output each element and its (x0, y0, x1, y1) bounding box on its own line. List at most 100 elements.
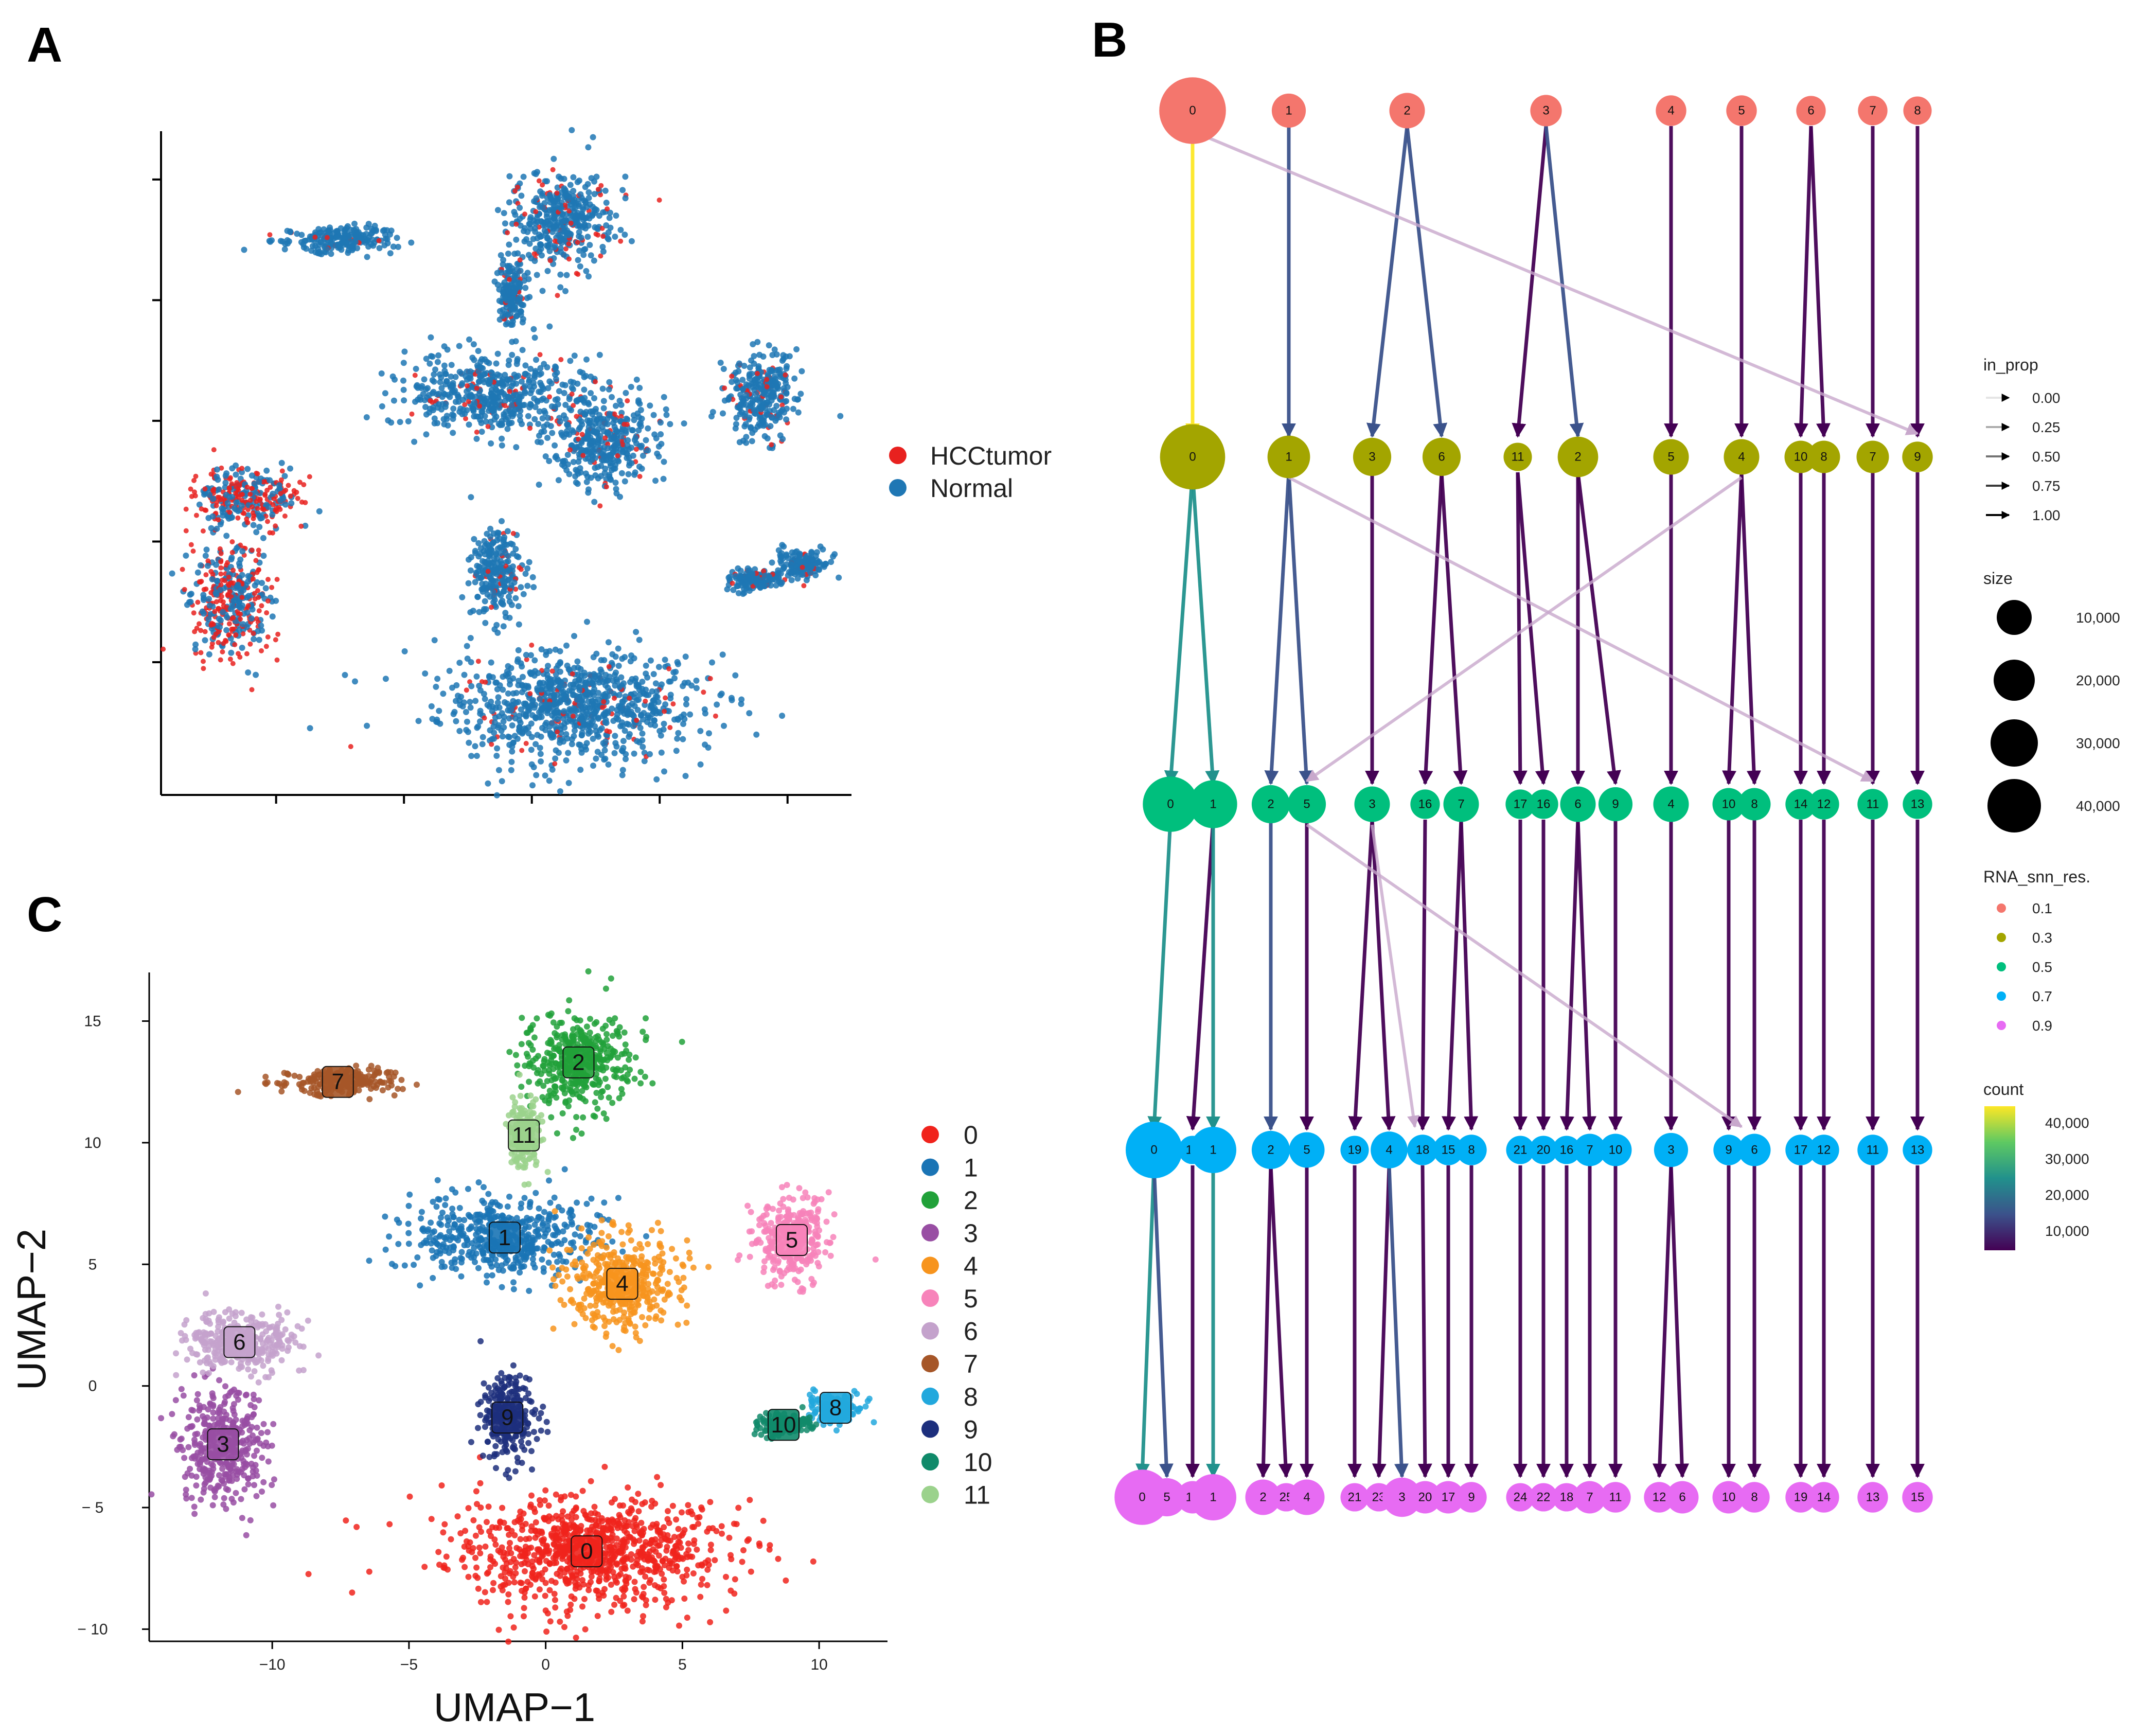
point (193, 512, 199, 518)
point (480, 734, 486, 740)
point (791, 375, 798, 382)
point (183, 506, 189, 512)
point (594, 431, 600, 437)
tree-node-label: 11 (1512, 450, 1524, 464)
panel-letter-a: A (27, 17, 62, 73)
point (552, 203, 558, 209)
tree-node-label: 7 (1586, 1491, 1593, 1504)
point (384, 227, 390, 234)
point (513, 374, 520, 380)
point (226, 574, 232, 580)
point (723, 1573, 729, 1580)
point (551, 244, 558, 251)
point (505, 1599, 511, 1605)
point (522, 390, 528, 397)
point (430, 404, 436, 411)
point (441, 367, 448, 374)
point (428, 703, 435, 710)
point (756, 421, 762, 428)
point (546, 777, 553, 784)
point (216, 640, 221, 645)
tree-node-label: 7 (1458, 798, 1464, 811)
point (515, 184, 520, 190)
point (552, 710, 559, 716)
point (208, 590, 214, 595)
point (535, 421, 542, 427)
point (478, 429, 485, 435)
point (623, 415, 630, 422)
point (495, 420, 502, 427)
point (547, 681, 554, 688)
legend-size-circle (1991, 719, 2038, 767)
point (484, 702, 491, 708)
legend-size-circle (1994, 660, 2035, 701)
tree-edge (1152, 1165, 1174, 1478)
point (436, 391, 442, 397)
point (489, 567, 496, 574)
point (735, 368, 742, 375)
point (348, 744, 353, 749)
point (254, 499, 259, 504)
panel-a-umap: HCCtumor Normal (152, 127, 1052, 804)
point (301, 482, 307, 487)
point (828, 559, 834, 565)
point (452, 399, 459, 405)
point (477, 718, 483, 725)
point (625, 437, 631, 444)
point (573, 200, 579, 207)
point (253, 671, 259, 678)
point (662, 708, 667, 714)
point (768, 368, 774, 375)
point (240, 631, 246, 636)
panel-a-cluster-6-points (183, 447, 323, 541)
point (233, 462, 239, 469)
point (801, 583, 807, 589)
point (531, 170, 538, 176)
point (542, 702, 548, 708)
point (239, 645, 245, 651)
point (647, 402, 653, 409)
point (545, 244, 552, 251)
point (464, 718, 470, 725)
point (249, 504, 255, 510)
point (379, 403, 385, 410)
legend-res-dot (1997, 904, 2006, 913)
point (397, 419, 403, 426)
point (467, 376, 474, 382)
point (217, 624, 223, 630)
point (218, 657, 223, 663)
point (557, 418, 563, 425)
point (499, 561, 505, 568)
point (631, 750, 637, 757)
point (523, 740, 529, 746)
point (654, 1474, 661, 1480)
point (601, 712, 608, 718)
legend-in-prop-label: 0.50 (2032, 449, 2061, 465)
point (541, 408, 547, 414)
point (303, 500, 308, 505)
point (364, 254, 370, 260)
panel-b-clustree: 0 1 2 3 4 5 6 7 80 1 3 6 11 2 5 4 10 8 7 90 1 2 5 3 16 7 17 16 6 9 4 10… (1114, 77, 2120, 1525)
point (278, 459, 285, 466)
point (527, 214, 534, 221)
point (431, 415, 438, 422)
point (351, 220, 358, 227)
point (720, 410, 726, 417)
legend-title-size: size (1983, 569, 2013, 588)
point (501, 582, 507, 589)
tree-edge (1269, 1165, 1293, 1478)
point (445, 422, 451, 429)
point (732, 573, 739, 579)
point (395, 243, 401, 250)
tree-node-label: 12 (1653, 1491, 1666, 1504)
point (249, 687, 255, 693)
point (606, 664, 612, 669)
point (278, 477, 284, 483)
point (561, 218, 567, 224)
point (267, 530, 273, 536)
point (341, 229, 348, 236)
point (528, 747, 535, 753)
point (585, 489, 592, 496)
point (542, 230, 549, 237)
tree-edge (1366, 126, 1409, 438)
